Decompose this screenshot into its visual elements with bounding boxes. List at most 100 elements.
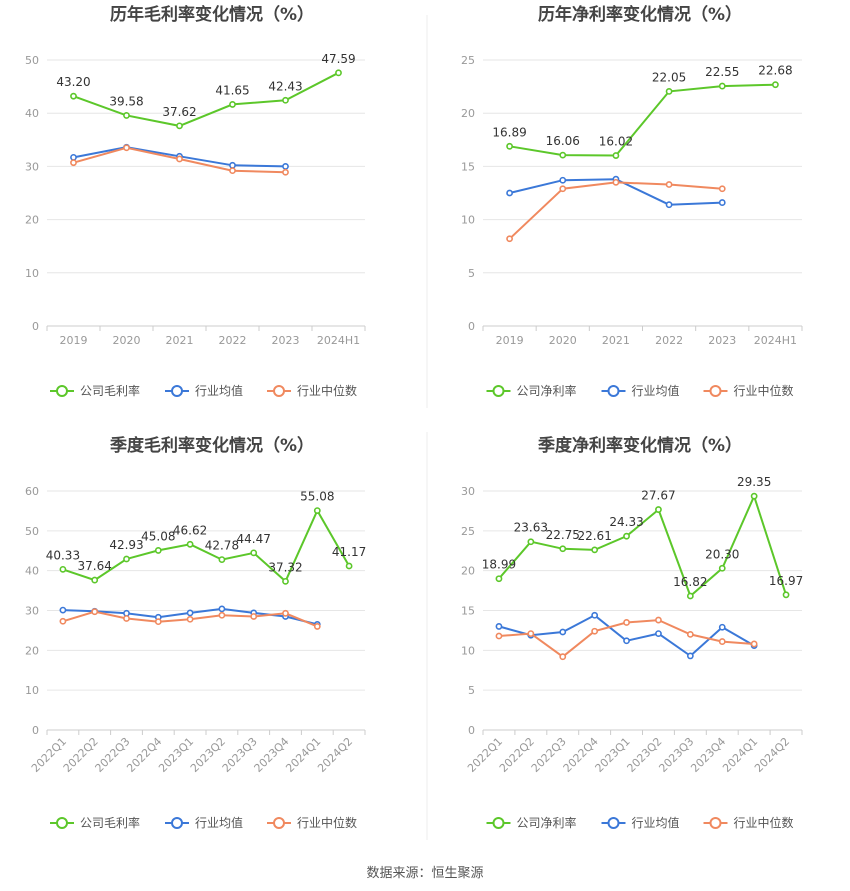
y-tick-label: 20 (461, 565, 475, 578)
data-point-industry_median (718, 185, 726, 193)
data-point-industry_median (591, 627, 599, 635)
data-point-industry_avg (59, 606, 67, 614)
legend-label: 行业均值 (195, 383, 243, 398)
data-point-industry_avg (229, 161, 236, 169)
data-point-industry_avg (218, 605, 226, 613)
y-tick-label: 25 (461, 54, 475, 67)
y-tick-label: 15 (461, 605, 475, 618)
legend-item-industry_avg: 行业均值 (601, 383, 680, 398)
data-point-industry_median (250, 613, 258, 620)
y-tick-label: 50 (25, 54, 39, 67)
legend-item-industry_median: 行业中位数 (703, 383, 794, 398)
data-label: 16.06 (546, 134, 580, 148)
y-tick-label: 30 (25, 160, 39, 173)
data-point-company (591, 546, 599, 554)
data-label: 47.59 (321, 52, 355, 66)
data-label: 42.93 (109, 538, 143, 552)
data-point-company (559, 545, 567, 553)
data-point-company (665, 87, 673, 95)
y-tick-label: 20 (25, 214, 39, 227)
data-point-company (686, 592, 694, 600)
legend-item-company: 公司净利率 (486, 383, 577, 398)
data-point-company (282, 96, 289, 104)
data-point-company (718, 564, 726, 572)
legend-label: 公司毛利率 (80, 383, 140, 398)
data-point-industry_avg (506, 189, 513, 197)
data-point-industry_median (495, 632, 503, 640)
legend-label: 行业中位数 (734, 383, 794, 398)
x-tick-label: 2023 (708, 334, 736, 347)
data-point-industry_median (750, 640, 758, 648)
legend-marker (56, 817, 68, 829)
data-label: 22.75 (546, 528, 580, 542)
data-point-industry_median (282, 609, 289, 617)
data-point-industry_median (612, 178, 620, 186)
data-point-industry_median (623, 619, 630, 626)
x-tick-label: 2022 (655, 334, 683, 347)
series-line-company (73, 71, 339, 127)
legend-label: 行业均值 (632, 815, 680, 830)
y-tick-label: 5 (468, 684, 475, 697)
legend-label: 行业中位数 (734, 815, 794, 830)
data-point-industry_median (218, 611, 226, 619)
data-point-company (506, 142, 513, 150)
data-label: 22.68 (758, 64, 792, 78)
data-point-industry_avg (665, 201, 673, 209)
x-tick-label: 2021 (166, 334, 194, 347)
data-source-note: 数据来源：恒生聚源 (366, 866, 484, 881)
legend-marker (171, 385, 183, 397)
legend-item-industry_median: 行业中位数 (267, 815, 357, 830)
legend-item-industry_avg: 行业均值 (165, 383, 243, 398)
data-point-industry_median (59, 617, 67, 625)
data-point-industry_avg (718, 199, 726, 206)
chart-panel-4: 季度净利率变化情况（%）0510152025302022Q12022Q22022… (461, 435, 803, 830)
data-point-industry_avg (686, 652, 694, 660)
legend-marker (171, 817, 183, 829)
series-line-company (509, 83, 776, 157)
data-label: 24.33 (609, 515, 643, 529)
x-tick-label: 2024H1 (754, 334, 797, 347)
data-point-company (655, 506, 662, 513)
legend-label: 行业中位数 (297, 383, 357, 398)
legend-label: 公司净利率 (517, 815, 577, 830)
data-point-company (782, 591, 790, 599)
legend-item-industry_avg: 行业均值 (165, 815, 243, 830)
data-label: 37.62 (162, 105, 196, 119)
y-tick-label: 5 (468, 267, 475, 280)
data-point-company (176, 122, 183, 130)
data-point-company (59, 565, 67, 573)
chart-title: 历年净利率变化情况（%） (538, 4, 742, 25)
data-label: 22.61 (577, 529, 611, 543)
y-tick-label: 20 (25, 644, 39, 657)
data-label: 42.78 (205, 539, 239, 553)
x-tick-label: 2019 (60, 334, 88, 347)
legend-marker (56, 385, 68, 397)
chart-title: 历年毛利率变化情况（%） (110, 4, 314, 25)
data-point-industry_median (70, 159, 77, 167)
legend-label: 公司净利率 (517, 383, 577, 398)
legend-marker (709, 385, 722, 397)
y-tick-label: 10 (25, 684, 39, 697)
data-label: 20.30 (705, 547, 739, 561)
legend-item-industry_median: 行业中位数 (703, 815, 794, 830)
series-line-company (62, 508, 350, 583)
x-tick-label: 2023 (272, 334, 300, 347)
legend-item-industry_median: 行业中位数 (267, 383, 357, 398)
data-point-industry_median (282, 168, 289, 176)
data-label: 37.32 (268, 560, 302, 574)
y-tick-label: 0 (32, 724, 39, 737)
data-point-industry_avg (186, 609, 194, 617)
legend-item-company: 公司毛利率 (50, 815, 140, 830)
data-point-industry_avg (623, 637, 630, 645)
y-tick-label: 15 (461, 160, 475, 173)
data-point-company (623, 532, 630, 540)
data-point-company (559, 151, 567, 159)
data-point-company (527, 538, 535, 546)
y-tick-label: 10 (461, 644, 475, 657)
data-point-industry_avg (655, 630, 662, 638)
data-point-company (218, 556, 226, 563)
legend-item-company: 公司净利率 (486, 815, 577, 830)
data-point-company (229, 101, 236, 108)
data-label: 16.02 (599, 135, 633, 149)
data-label: 44.47 (237, 532, 271, 546)
